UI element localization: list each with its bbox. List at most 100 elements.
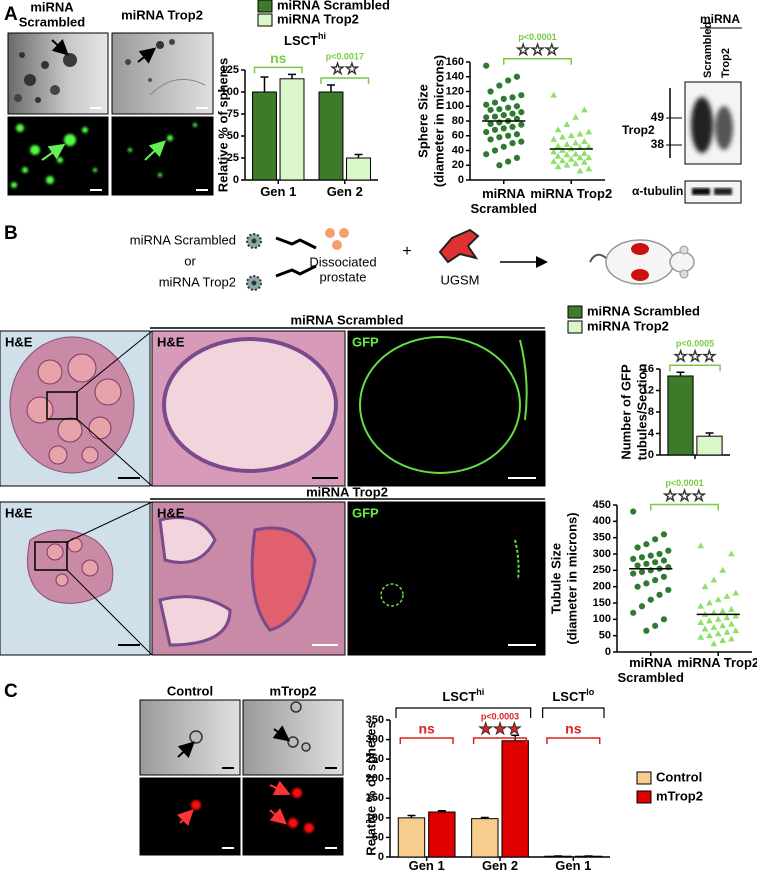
- data-point: [714, 615, 722, 622]
- decoration-circle: [304, 823, 314, 833]
- data-point: [710, 623, 718, 630]
- panel-label: C: [4, 681, 18, 702]
- chart-title-base: LSCT: [284, 33, 318, 48]
- decoration-line: [269, 808, 288, 825]
- data-point: [697, 619, 705, 625]
- data-point: [710, 576, 718, 583]
- image-title: Scrambled: [19, 14, 86, 29]
- data-point: [719, 566, 727, 573]
- y-axis-label: Number of GFP: [618, 364, 633, 460]
- significance-label: ★★★: [478, 721, 522, 738]
- data-point: [581, 138, 588, 145]
- data-point: [483, 151, 490, 158]
- legend-swatch: [567, 305, 583, 319]
- error-bar: [676, 371, 685, 376]
- decoration-rect: [111, 32, 214, 115]
- mw-marker: 38: [651, 137, 665, 151]
- decoration-circle: [81, 559, 99, 577]
- bar: [667, 375, 694, 456]
- data-point: [487, 136, 494, 143]
- legend-label: mTrop2: [656, 788, 703, 803]
- data-point: [701, 583, 709, 590]
- significance-label: p<0.0017: [326, 51, 364, 61]
- decoration-path: [275, 264, 317, 278]
- data-point: [728, 605, 735, 612]
- data-point: [563, 161, 571, 168]
- y-tick-label: 250: [366, 753, 384, 765]
- bar: [428, 811, 456, 858]
- data-point: [723, 592, 731, 599]
- y-tick-label: 50: [599, 630, 611, 642]
- legend-swatch: [567, 320, 583, 334]
- y-tick-label: 80: [452, 115, 464, 127]
- y-axis-label: tubules/Section: [634, 364, 649, 461]
- decoration-rect: [34, 541, 68, 571]
- data-point: [559, 146, 566, 153]
- group-label-base: LSCT: [552, 689, 586, 704]
- data-point: [483, 62, 490, 69]
- decoration-g: [128, 123, 197, 177]
- schematic-text: UGSM: [441, 272, 480, 287]
- data-point: [634, 583, 641, 590]
- significance-bracket: [399, 737, 454, 744]
- data-point: [518, 92, 525, 99]
- data-point: [513, 131, 521, 138]
- legend-label: miRNA Trop2: [587, 318, 669, 333]
- error-bar: [326, 84, 335, 92]
- legend-swatch: [257, 0, 273, 13]
- error-bar: [705, 432, 714, 437]
- data-point: [513, 73, 521, 80]
- decoration-circle: [189, 730, 203, 744]
- data-point: [643, 560, 650, 567]
- group-label: LSCTlo: [552, 687, 594, 704]
- data-point: [643, 541, 650, 548]
- significance-label: ☆☆☆: [673, 348, 717, 365]
- error-bar: [260, 76, 269, 92]
- significance-bracket: [320, 77, 370, 84]
- data-point: [706, 617, 713, 624]
- y-tick-label: 8: [648, 406, 654, 418]
- bar: [501, 740, 529, 858]
- decoration-path: [589, 253, 607, 263]
- group-label-sup: hi: [476, 687, 484, 697]
- data-point: [630, 570, 637, 577]
- data-point: [581, 149, 588, 156]
- data-point: [728, 550, 735, 557]
- data-point: [491, 113, 499, 120]
- data-point: [660, 557, 668, 564]
- y-tick-label: 50: [227, 130, 239, 142]
- y-axis-label: Relative % of spheres: [215, 58, 230, 192]
- significance-label: p<0.0001: [665, 478, 703, 488]
- decoration-circle: [339, 228, 349, 238]
- y-tick-label: 120: [446, 85, 464, 97]
- decoration-circle: [158, 173, 162, 177]
- data-point: [563, 151, 571, 158]
- data-point: [496, 82, 503, 89]
- decoration-circle: [191, 800, 201, 810]
- decoration-circle: [48, 445, 68, 465]
- x-tick-label: Gen 2: [326, 184, 363, 199]
- image-label: GFP: [352, 334, 379, 349]
- decoration-ellipse: [669, 251, 695, 273]
- data-point: [665, 547, 672, 554]
- significance-label: ☆☆☆: [516, 42, 560, 59]
- data-point: [572, 150, 580, 157]
- data-point: [491, 126, 499, 133]
- data-point: [714, 596, 722, 603]
- significance-bracket: [650, 503, 719, 511]
- row-title: miRNA Scrambled: [291, 312, 404, 327]
- decoration-g: [288, 788, 314, 833]
- y-tick-label: 300: [593, 548, 611, 560]
- decoration-circle: [287, 736, 299, 748]
- schematic-text: +: [402, 243, 411, 260]
- histology-row: [0, 330, 546, 487]
- data-point: [634, 562, 641, 569]
- data-point: [630, 508, 637, 515]
- decoration-ellipse: [691, 97, 713, 153]
- decoration-circle: [288, 818, 298, 828]
- y-tick-label: 0: [458, 174, 464, 186]
- mw-marker: 49: [651, 110, 665, 124]
- data-point: [487, 120, 494, 128]
- data-point: [567, 155, 575, 162]
- decoration-g: [691, 97, 733, 153]
